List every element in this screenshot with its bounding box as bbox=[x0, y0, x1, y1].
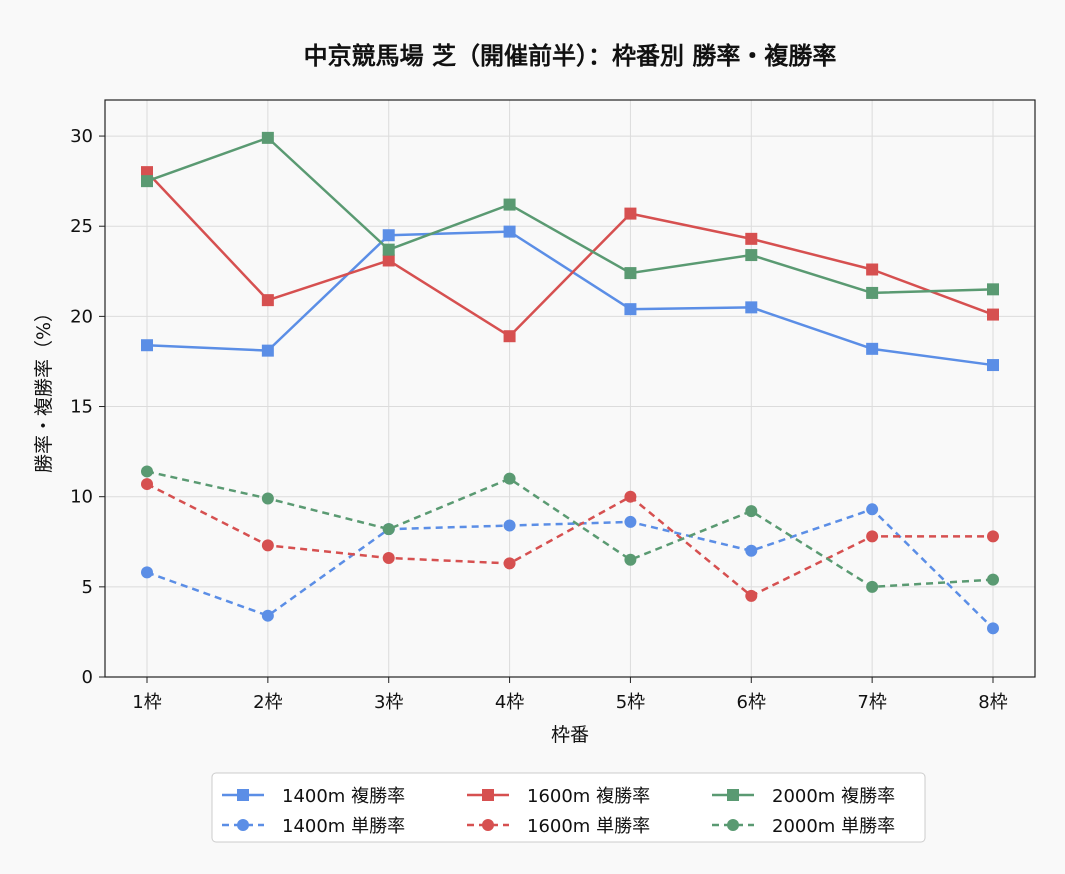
data-point bbox=[987, 283, 999, 296]
data-point bbox=[503, 557, 516, 570]
data-point bbox=[987, 573, 999, 586]
legend: 1400m 複勝率 1400m 単勝率 1600m 複勝率 1600m 単勝率 2000… bbox=[211, 772, 926, 843]
data-point bbox=[382, 229, 395, 242]
data-point bbox=[745, 301, 758, 314]
data-point bbox=[503, 472, 516, 485]
series-line bbox=[146, 171, 994, 338]
data-point bbox=[261, 609, 274, 622]
data-point bbox=[745, 589, 758, 602]
x-tick-label: 2枠 bbox=[253, 692, 282, 713]
legend-swatch-marker bbox=[482, 789, 494, 801]
legend-label: 1600m 複勝率 bbox=[527, 786, 650, 807]
y-tick-label: 25 bbox=[70, 216, 93, 237]
data-point bbox=[987, 308, 999, 321]
legend-label: 1600m 単勝率 bbox=[527, 816, 650, 837]
legend-label: 2000m 複勝率 bbox=[772, 786, 895, 807]
data-point bbox=[141, 465, 153, 478]
legend-label: 1400m 複勝率 bbox=[282, 786, 405, 807]
series-line bbox=[146, 508, 994, 630]
legend-swatch-marker bbox=[727, 819, 739, 831]
y-tick-label: 5 bbox=[82, 577, 93, 598]
data-point bbox=[261, 294, 274, 307]
legend-swatch-marker bbox=[237, 819, 249, 831]
data-point bbox=[866, 342, 879, 355]
data-point bbox=[141, 566, 153, 579]
data-point bbox=[261, 131, 274, 144]
data-point bbox=[503, 225, 516, 238]
data-point bbox=[987, 622, 999, 635]
y-tick-label: 20 bbox=[70, 306, 93, 327]
data-point bbox=[503, 519, 516, 532]
series-line bbox=[146, 482, 993, 598]
data-point bbox=[987, 530, 999, 543]
data-point bbox=[503, 198, 516, 211]
plot-area: 0 5 10 15 20 25 30 1枠 2枠 3枠 4枠 5枠 6枠 7枠 8枠 bbox=[70, 99, 1036, 713]
legend-label: 2000m 単勝率 bbox=[772, 816, 895, 837]
data-point bbox=[141, 339, 153, 352]
x-tick-label: 4枠 bbox=[495, 692, 524, 713]
data-point bbox=[624, 303, 637, 316]
chart-title: 中京競馬場 芝（開催前半）：枠番別 勝率・複勝率 bbox=[304, 42, 837, 70]
x-tick-label: 1枠 bbox=[132, 692, 161, 713]
data-point bbox=[624, 267, 637, 280]
data-point bbox=[503, 330, 516, 343]
x-tick-label: 3枠 bbox=[374, 692, 403, 713]
x-axis-label: 枠番 bbox=[551, 724, 589, 746]
data-point bbox=[745, 544, 758, 557]
legend-swatch-marker bbox=[727, 789, 739, 801]
data-point bbox=[141, 166, 153, 179]
y-tick-label: 10 bbox=[70, 487, 93, 508]
x-tick-label: 7枠 bbox=[857, 692, 886, 713]
series-line bbox=[146, 470, 994, 589]
data-point bbox=[382, 551, 395, 564]
x-tick-label: 8枠 bbox=[978, 692, 1007, 713]
data-point bbox=[382, 254, 395, 267]
data-point bbox=[745, 232, 758, 245]
data-point bbox=[624, 553, 637, 566]
data-point bbox=[624, 207, 637, 220]
data-point bbox=[382, 243, 395, 256]
legend-swatch-marker bbox=[237, 789, 249, 801]
data-point bbox=[382, 523, 395, 536]
series-line bbox=[146, 230, 994, 367]
data-point bbox=[624, 515, 637, 528]
legend-box bbox=[211, 772, 926, 843]
legend-label: 1400m 単勝率 bbox=[282, 816, 405, 837]
y-tick-label: 15 bbox=[70, 397, 93, 418]
data-point bbox=[745, 249, 758, 262]
x-tick-label: 5枠 bbox=[616, 692, 645, 713]
data-point bbox=[987, 359, 999, 372]
data-point bbox=[866, 263, 879, 276]
legend-swatch-marker bbox=[482, 819, 494, 831]
data-point bbox=[866, 503, 879, 516]
data-point bbox=[866, 530, 879, 543]
data-point bbox=[624, 490, 637, 503]
x-tick-label: 6枠 bbox=[737, 692, 766, 713]
data-point bbox=[745, 505, 758, 518]
plot-background bbox=[105, 100, 1035, 677]
data-point bbox=[261, 539, 274, 552]
y-tick-label: 30 bbox=[70, 126, 93, 147]
data-point bbox=[261, 492, 274, 505]
y-axis-label: 勝率・複勝率（%） bbox=[33, 303, 55, 473]
data-point bbox=[866, 580, 879, 593]
data-point bbox=[261, 344, 274, 357]
data-point bbox=[141, 478, 153, 491]
plot-frame bbox=[104, 99, 1036, 678]
y-tick-label: 0 bbox=[82, 667, 93, 688]
data-point bbox=[866, 286, 879, 299]
data-point bbox=[141, 175, 153, 188]
series-line bbox=[146, 136, 994, 295]
